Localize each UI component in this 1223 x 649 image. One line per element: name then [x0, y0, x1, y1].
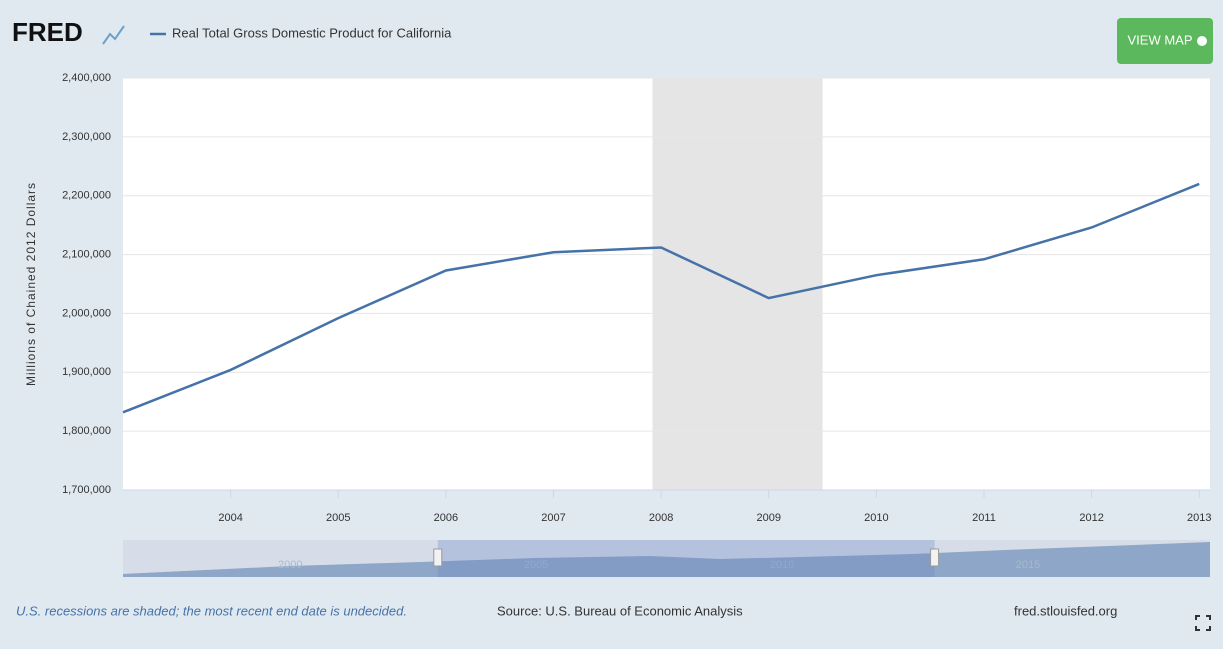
x-tick-label: 2007 — [541, 512, 565, 524]
y-tick-label: 2,200,000 — [62, 190, 111, 202]
navigator-handle[interactable] — [930, 548, 940, 567]
y-tick-label: 2,400,000 — [62, 72, 111, 84]
y-axis-label: Millions of Chained 2012 Dollars — [24, 182, 38, 386]
x-tick-label: 2011 — [972, 512, 996, 524]
logo: FRED — [12, 17, 83, 47]
view-map-label[interactable]: VIEW MAP — [1127, 32, 1192, 47]
navigator-tick-label: 2015 — [1016, 559, 1040, 571]
x-tick-label: 2013 — [1187, 512, 1211, 524]
legend-label: Real Total Gross Domestic Product for Ca… — [172, 25, 452, 40]
y-tick-label: 1,900,000 — [62, 366, 111, 378]
footer-source: Source: U.S. Bureau of Economic Analysis — [497, 603, 743, 618]
y-tick-label: 2,300,000 — [62, 131, 111, 143]
footer-note: U.S. recessions are shaded; the most rec… — [16, 603, 407, 618]
view-map-button[interactable] — [1117, 18, 1213, 64]
x-tick-label: 2006 — [434, 512, 458, 524]
x-tick-label: 2009 — [757, 512, 781, 524]
series-line — [122, 182, 1200, 414]
x-tick-label: 2004 — [218, 512, 242, 524]
x-tick-label: 2010 — [864, 512, 888, 524]
x-tick-label: 2005 — [326, 512, 350, 524]
navigator-tick-label: 2005 — [524, 559, 548, 571]
y-tick-label: 1,700,000 — [62, 484, 111, 496]
y-tick-label: 2,000,000 — [62, 307, 111, 319]
x-tick-label: 2012 — [1079, 512, 1103, 524]
navigator-handle[interactable] — [433, 548, 443, 567]
x-tick-label: 2008 — [649, 512, 673, 524]
navigator-tick-label: 2000 — [278, 559, 302, 571]
footer-site: fred.stlouisfed.org — [1014, 603, 1117, 618]
navigator-selection — [437, 540, 935, 577]
navigator-tick-label: 2010 — [770, 559, 794, 571]
y-tick-label: 2,100,000 — [62, 248, 111, 260]
fullscreen-icon[interactable] — [1195, 615, 1211, 631]
map-icon — [1197, 36, 1207, 46]
logo-icon — [102, 25, 125, 45]
navigator-area — [123, 542, 1210, 577]
y-tick-label: 1,800,000 — [62, 425, 111, 437]
